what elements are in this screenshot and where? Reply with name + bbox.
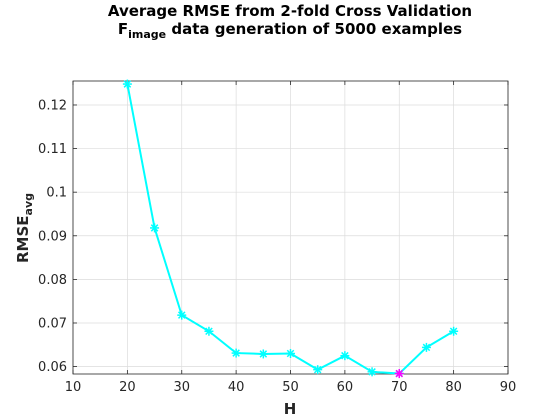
x-tick-label: 90 (500, 380, 517, 395)
data-point-marker (367, 367, 377, 377)
x-tick-label: 20 (119, 380, 136, 395)
x-axis-label: H (284, 400, 297, 418)
x-tick-label: 50 (282, 380, 299, 395)
data-point-marker (204, 326, 214, 336)
chart-title-line2: Fimage data generation of 5000 examples (118, 20, 462, 41)
data-point-marker (177, 310, 187, 320)
y-tick-label: 0.12 (38, 98, 67, 113)
y-tick-label: 0.09 (38, 229, 67, 244)
data-point-marker (421, 342, 431, 352)
y-tick-label: 0.06 (38, 360, 67, 375)
y-tick-label: 0.08 (38, 273, 67, 288)
y-tick-label: 0.07 (38, 316, 67, 331)
data-point-marker (286, 349, 295, 359)
x-tick-label: 10 (65, 380, 82, 395)
data-point-marker (340, 351, 350, 361)
x-tick-label: 40 (228, 380, 245, 395)
series-group (122, 79, 459, 379)
data-point-marker (258, 349, 268, 359)
y-tick-label: 0.11 (38, 142, 67, 157)
y-tick-label: 0.1 (46, 186, 67, 201)
chart-title-line1: Average RMSE from 2-fold Cross Validatio… (108, 2, 472, 20)
grid-lines (72, 81, 509, 374)
data-point-marker (449, 326, 459, 336)
axis-ticks: 10 20 30 40 50 60 70 80 90 0.06 0.07 0.08 0.09 0.1 0.1… (38, 81, 516, 395)
data-point-marker (313, 365, 323, 375)
data-point-marker (231, 348, 241, 358)
x-tick-label: 30 (173, 380, 190, 395)
minimum-point-marker (394, 369, 404, 379)
data-point-marker (122, 79, 132, 89)
x-tick-label: 70 (391, 380, 408, 395)
x-tick-label: 60 (337, 380, 354, 395)
y-axis-label: RMSEavg (14, 193, 35, 263)
x-tick-label: 80 (445, 380, 462, 395)
data-point-marker (150, 223, 160, 233)
